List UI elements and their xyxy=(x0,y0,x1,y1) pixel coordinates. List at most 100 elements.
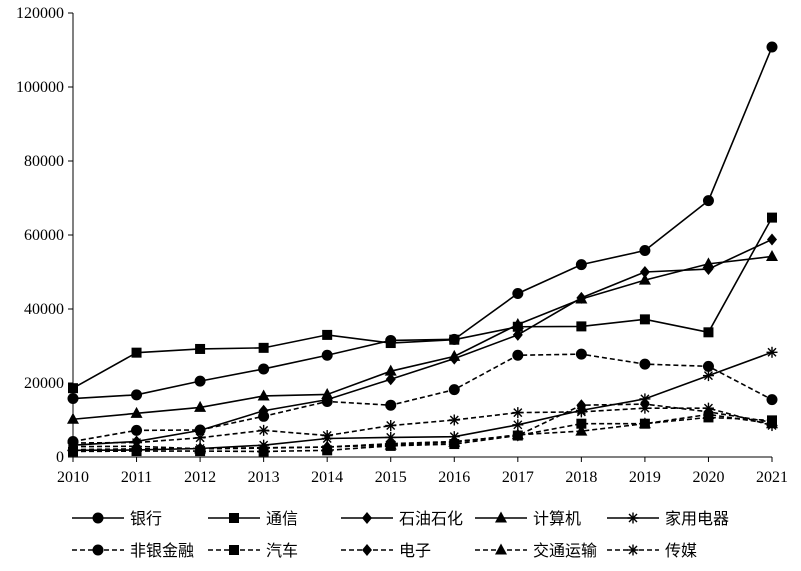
data-point xyxy=(575,424,588,436)
x-tick-label: 2015 xyxy=(375,469,407,486)
legend-marker xyxy=(92,544,104,556)
legend-item: 银行 xyxy=(72,509,162,528)
data-point xyxy=(130,406,143,418)
data-point xyxy=(702,360,714,372)
data-point xyxy=(512,349,524,361)
x-tick-label: 2010 xyxy=(57,469,89,486)
data-point xyxy=(703,327,714,338)
data-point xyxy=(321,396,333,407)
data-point xyxy=(639,266,650,278)
legend-label: 石油石化 xyxy=(399,509,463,528)
data-point xyxy=(321,430,333,442)
data-point xyxy=(67,437,79,449)
x-tick-label: 2016 xyxy=(438,469,470,486)
y-tick-label: 0 xyxy=(56,449,64,466)
data-point xyxy=(258,342,269,353)
x-tick-label: 2011 xyxy=(121,469,152,486)
series-9 xyxy=(67,407,778,454)
data-point xyxy=(575,259,587,271)
data-point xyxy=(511,428,524,440)
series-4 xyxy=(67,249,778,424)
data-point xyxy=(131,389,143,401)
data-point xyxy=(258,424,270,436)
y-tick-label: 20000 xyxy=(24,375,64,392)
chart-axes: 0 20000 40000 60000 80000 100000 120000 2010 201… xyxy=(16,5,788,486)
x-tick-label: 2018 xyxy=(565,469,597,486)
legend-label: 电子 xyxy=(399,541,431,560)
data-point xyxy=(767,233,777,246)
legend-label: 传媒 xyxy=(665,541,697,560)
series-line xyxy=(72,413,773,450)
data-point xyxy=(321,440,334,452)
data-point xyxy=(702,257,715,269)
data-point xyxy=(575,292,588,304)
data-point xyxy=(766,41,778,53)
data-point xyxy=(448,435,461,447)
series-line xyxy=(72,255,773,421)
data-point xyxy=(258,363,270,375)
data-point xyxy=(766,249,778,261)
series-line xyxy=(72,217,773,389)
legend-item: 石油石化 xyxy=(341,509,463,528)
series-3 xyxy=(68,233,777,452)
legend-label: 通信 xyxy=(266,509,298,528)
legend-item: 电子 xyxy=(341,541,431,560)
data-point xyxy=(512,328,523,341)
data-point xyxy=(194,432,206,444)
data-point xyxy=(449,334,460,345)
data-point xyxy=(321,349,333,361)
data-point xyxy=(767,212,777,223)
chart-series xyxy=(67,41,778,457)
data-point xyxy=(702,402,714,414)
data-point xyxy=(766,346,778,358)
data-point xyxy=(448,384,460,396)
legend-item: 汽车 xyxy=(208,541,298,560)
data-point xyxy=(766,420,778,432)
x-tick-label: 2013 xyxy=(248,469,280,486)
data-point xyxy=(131,424,143,436)
series-10 xyxy=(67,402,778,449)
data-point xyxy=(639,402,651,414)
series-6 xyxy=(67,348,778,447)
series-line xyxy=(72,351,773,452)
x-tick-label: 2019 xyxy=(629,469,661,486)
data-point xyxy=(194,442,207,454)
series-line xyxy=(72,46,773,400)
data-point xyxy=(575,348,587,360)
legend-item: 非银金融 xyxy=(72,541,194,560)
data-point xyxy=(67,412,79,424)
series-8 xyxy=(68,398,777,456)
x-tick-label: 2021 xyxy=(756,469,788,486)
data-point xyxy=(576,399,587,412)
legend-marker xyxy=(229,513,239,523)
data-point xyxy=(702,195,714,207)
series-line xyxy=(72,238,773,446)
legend-marker xyxy=(92,512,104,524)
data-point xyxy=(448,349,461,361)
data-point xyxy=(448,414,460,426)
data-point xyxy=(258,410,270,422)
data-point xyxy=(194,424,206,436)
legend-marker xyxy=(495,511,507,523)
data-point xyxy=(257,441,270,453)
data-point xyxy=(638,273,651,285)
series-line xyxy=(72,403,773,451)
y-tick-label: 120000 xyxy=(16,5,64,22)
legend-label: 交通运输 xyxy=(533,541,597,560)
data-point xyxy=(385,420,397,432)
legend-marker xyxy=(229,545,239,555)
series-line xyxy=(72,353,773,443)
data-point xyxy=(576,321,587,332)
legend-item: 计算机 xyxy=(475,509,581,528)
legend-item: 通信 xyxy=(208,509,298,528)
data-point xyxy=(512,287,524,299)
data-point xyxy=(194,400,207,412)
y-tick-label: 40000 xyxy=(24,301,64,318)
legend-label: 非银金融 xyxy=(130,541,194,560)
legend-label: 计算机 xyxy=(533,509,581,528)
data-point xyxy=(639,245,651,257)
x-tick-label: 2014 xyxy=(311,469,343,486)
series-1 xyxy=(67,41,778,405)
legend-label: 银行 xyxy=(130,509,162,528)
data-point xyxy=(384,438,397,450)
